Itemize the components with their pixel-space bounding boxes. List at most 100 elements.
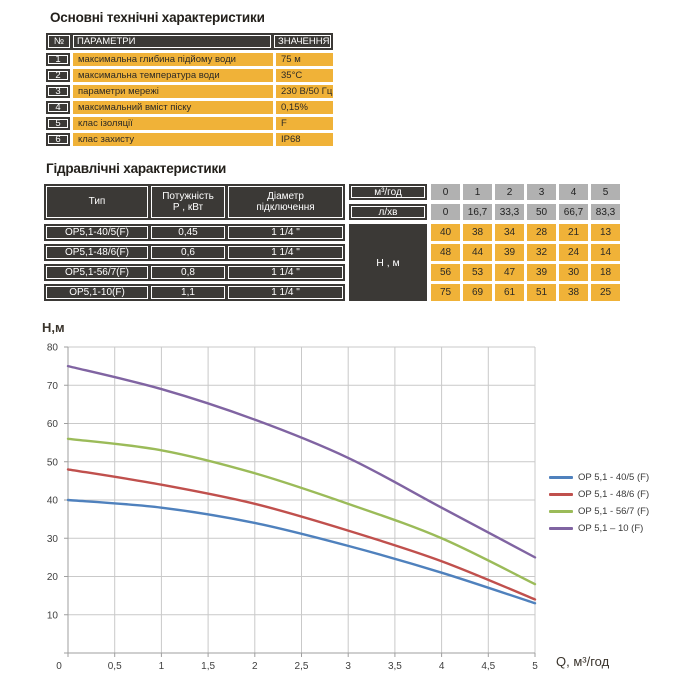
legend-label: OP 5,1 – 10 (F): [578, 523, 643, 534]
hydraulic-type-cell: OP5,1-48/6(F): [46, 246, 148, 259]
x-tick-label: 2,5: [295, 661, 309, 672]
x-tick-label: 4,5: [481, 661, 495, 672]
hydraulic-header-power: Потужність Р , кВт: [151, 186, 225, 218]
head-value-cell: 39: [495, 244, 524, 261]
tech-table-rows: 1максимальна глибина підйому води75 м2ма…: [46, 53, 333, 146]
legend-entry: OP 5,1 - 48/6 (F): [549, 486, 649, 503]
legend-swatch: [549, 527, 573, 530]
flow-lmin-value: 83,3: [591, 204, 620, 220]
y-tick-label: 30: [47, 534, 59, 545]
hydraulic-type-cell: OP5,1-56/7(F): [46, 266, 148, 279]
tech-specs-section: Основні технічні характеристики № ПАРАМЕ…: [46, 10, 333, 146]
chart-x-axis-title: Q, м³/год: [556, 654, 609, 669]
hydraulic-diameter-cell: 1 1/4 ": [228, 246, 343, 259]
head-value-cell: 53: [463, 264, 492, 281]
x-tick-label: 1: [159, 661, 165, 672]
legend-label: OP 5,1 - 56/7 (F): [578, 506, 649, 517]
head-value-cell: 39: [527, 264, 556, 281]
tech-header-param: ПАРАМЕТРИ: [73, 35, 271, 48]
head-value-cell: 56: [431, 264, 460, 281]
tech-specs-title: Основні технічні характеристики: [50, 10, 333, 25]
x-tick-label: 2: [252, 661, 258, 672]
flow-lmin-value: 66,7: [559, 204, 588, 220]
hydraulic-header-type: Тип: [46, 186, 148, 218]
tech-row-parameter: максимальна глибина підйому води: [73, 53, 273, 66]
flow-m3h-value: 5: [591, 184, 620, 200]
head-value-cell: 34: [495, 224, 524, 241]
pump-curves-chart: Н,м 102030405060708000,511,522,533,544,5…: [0, 310, 700, 700]
head-value-cell: 28: [527, 224, 556, 241]
y-tick-label: 50: [47, 457, 59, 468]
head-value-cell: 40: [431, 224, 460, 241]
hydraulic-type-cell: OP5,1-40/5(F): [46, 226, 148, 239]
flow-m3h-value: 0: [431, 184, 460, 200]
head-value-cell: 30: [559, 264, 588, 281]
hydraulic-diameter-cell: 1 1/4 ": [228, 286, 343, 299]
x-tick-label: 3: [345, 661, 351, 672]
tech-row-number: 5: [46, 117, 70, 130]
hydraulic-header-row: ТипПотужність Р , кВтДіаметр підключення…: [44, 184, 620, 220]
head-value-cell: 75: [431, 284, 460, 301]
head-value-cell: 32: [527, 244, 556, 261]
tech-row-number: 1: [46, 53, 70, 66]
tech-row-value: 230 В/50 Гц: [276, 85, 333, 98]
x-tick-label: 5: [532, 661, 538, 672]
tech-table-row: 6клас захистуIP68: [46, 133, 333, 146]
legend-entry: OP 5,1 - 40/5 (F): [549, 469, 649, 486]
head-value-cell: 25: [591, 284, 620, 301]
hydraulic-diameter-cell: 1 1/4 ": [228, 266, 343, 279]
head-value-cell: 18: [591, 264, 620, 281]
flow-m3h-value: 1: [463, 184, 492, 200]
head-value-cell: 47: [495, 264, 524, 281]
hydraulic-power-cell: 0,6: [151, 246, 225, 259]
tech-table-row: 4максимальний вміст піску0,15%: [46, 101, 333, 114]
head-value-cell: 13: [591, 224, 620, 241]
tech-table-row: 2максимальна температура води35°С: [46, 69, 333, 82]
x-tick-label: 0,5: [108, 661, 122, 672]
tech-row-parameter: максимальна температура води: [73, 69, 273, 82]
flow-m3h-value: 4: [559, 184, 588, 200]
tech-table-row: 5клас ізоляціїF: [46, 117, 333, 130]
legend-swatch: [549, 493, 573, 496]
flow-label-lmin: л/хв: [349, 204, 427, 220]
hydraulic-type-cell: OP5,1-10(F): [46, 286, 148, 299]
tech-row-parameter: параметри мережі: [73, 85, 273, 98]
hydraulic-left-data: OP5,1-40/5(F)0,451 1/4 "OP5,1-48/6(F)0,6…: [44, 224, 345, 301]
y-tick-label: 40: [47, 496, 59, 507]
flow-lmin-value: 50: [527, 204, 556, 220]
tech-table-header-row: № ПАРАМЕТРИ ЗНАЧЕННЯ: [46, 33, 333, 50]
tech-row-value: IP68: [276, 133, 333, 146]
legend-label: OP 5,1 - 40/5 (F): [578, 472, 649, 483]
tech-row-parameter: клас захисту: [73, 133, 273, 146]
flow-lmin-value: 0: [431, 204, 460, 220]
tech-row-number: 2: [46, 69, 70, 82]
tech-header-value: ЗНАЧЕННЯ: [274, 35, 331, 48]
x-tick-label: 4: [439, 661, 445, 672]
tech-row-number: 4: [46, 101, 70, 114]
x-tick-label: 3,5: [388, 661, 402, 672]
hydraulic-flow-labels: м³/годл/хв: [349, 184, 427, 220]
hydraulic-power-cell: 0,45: [151, 226, 225, 239]
tech-row-value: 35°С: [276, 69, 333, 82]
y-tick-label: 80: [47, 343, 59, 354]
legend-swatch: [549, 476, 573, 479]
tech-specs-table: № ПАРАМЕТРИ ЗНАЧЕННЯ 1максимальна глибин…: [46, 33, 333, 146]
head-value-cell: 38: [559, 284, 588, 301]
tech-row-parameter: максимальний вміст піску: [73, 101, 273, 114]
chart-legend: OP 5,1 - 40/5 (F) OP 5,1 - 48/6 (F) OP 5,1…: [549, 469, 649, 537]
head-value-cell: 69: [463, 284, 492, 301]
hydraulic-left-header-strip: ТипПотужність Р , кВтДіаметр підключення: [44, 184, 345, 220]
tech-row-value: 0,15%: [276, 101, 333, 114]
hydraulic-power-cell: 1,1: [151, 286, 225, 299]
tech-header-num: №: [48, 35, 70, 48]
hydraulic-power-cell: 0,8: [151, 266, 225, 279]
hydraulic-data-strip: OP5,1-40/5(F)0,451 1/4 ": [44, 224, 345, 241]
tech-table-row: 1максимальна глибина підйому води75 м: [46, 53, 333, 66]
hydraulic-data-strip: OP5,1-56/7(F)0,81 1/4 ": [44, 264, 345, 281]
head-value-cell: 24: [559, 244, 588, 261]
y-tick-label: 20: [47, 572, 59, 583]
legend-swatch: [549, 510, 573, 513]
legend-label: OP 5,1 - 48/6 (F): [578, 489, 649, 500]
head-value-cell: 44: [463, 244, 492, 261]
tech-row-number: 6: [46, 133, 70, 146]
